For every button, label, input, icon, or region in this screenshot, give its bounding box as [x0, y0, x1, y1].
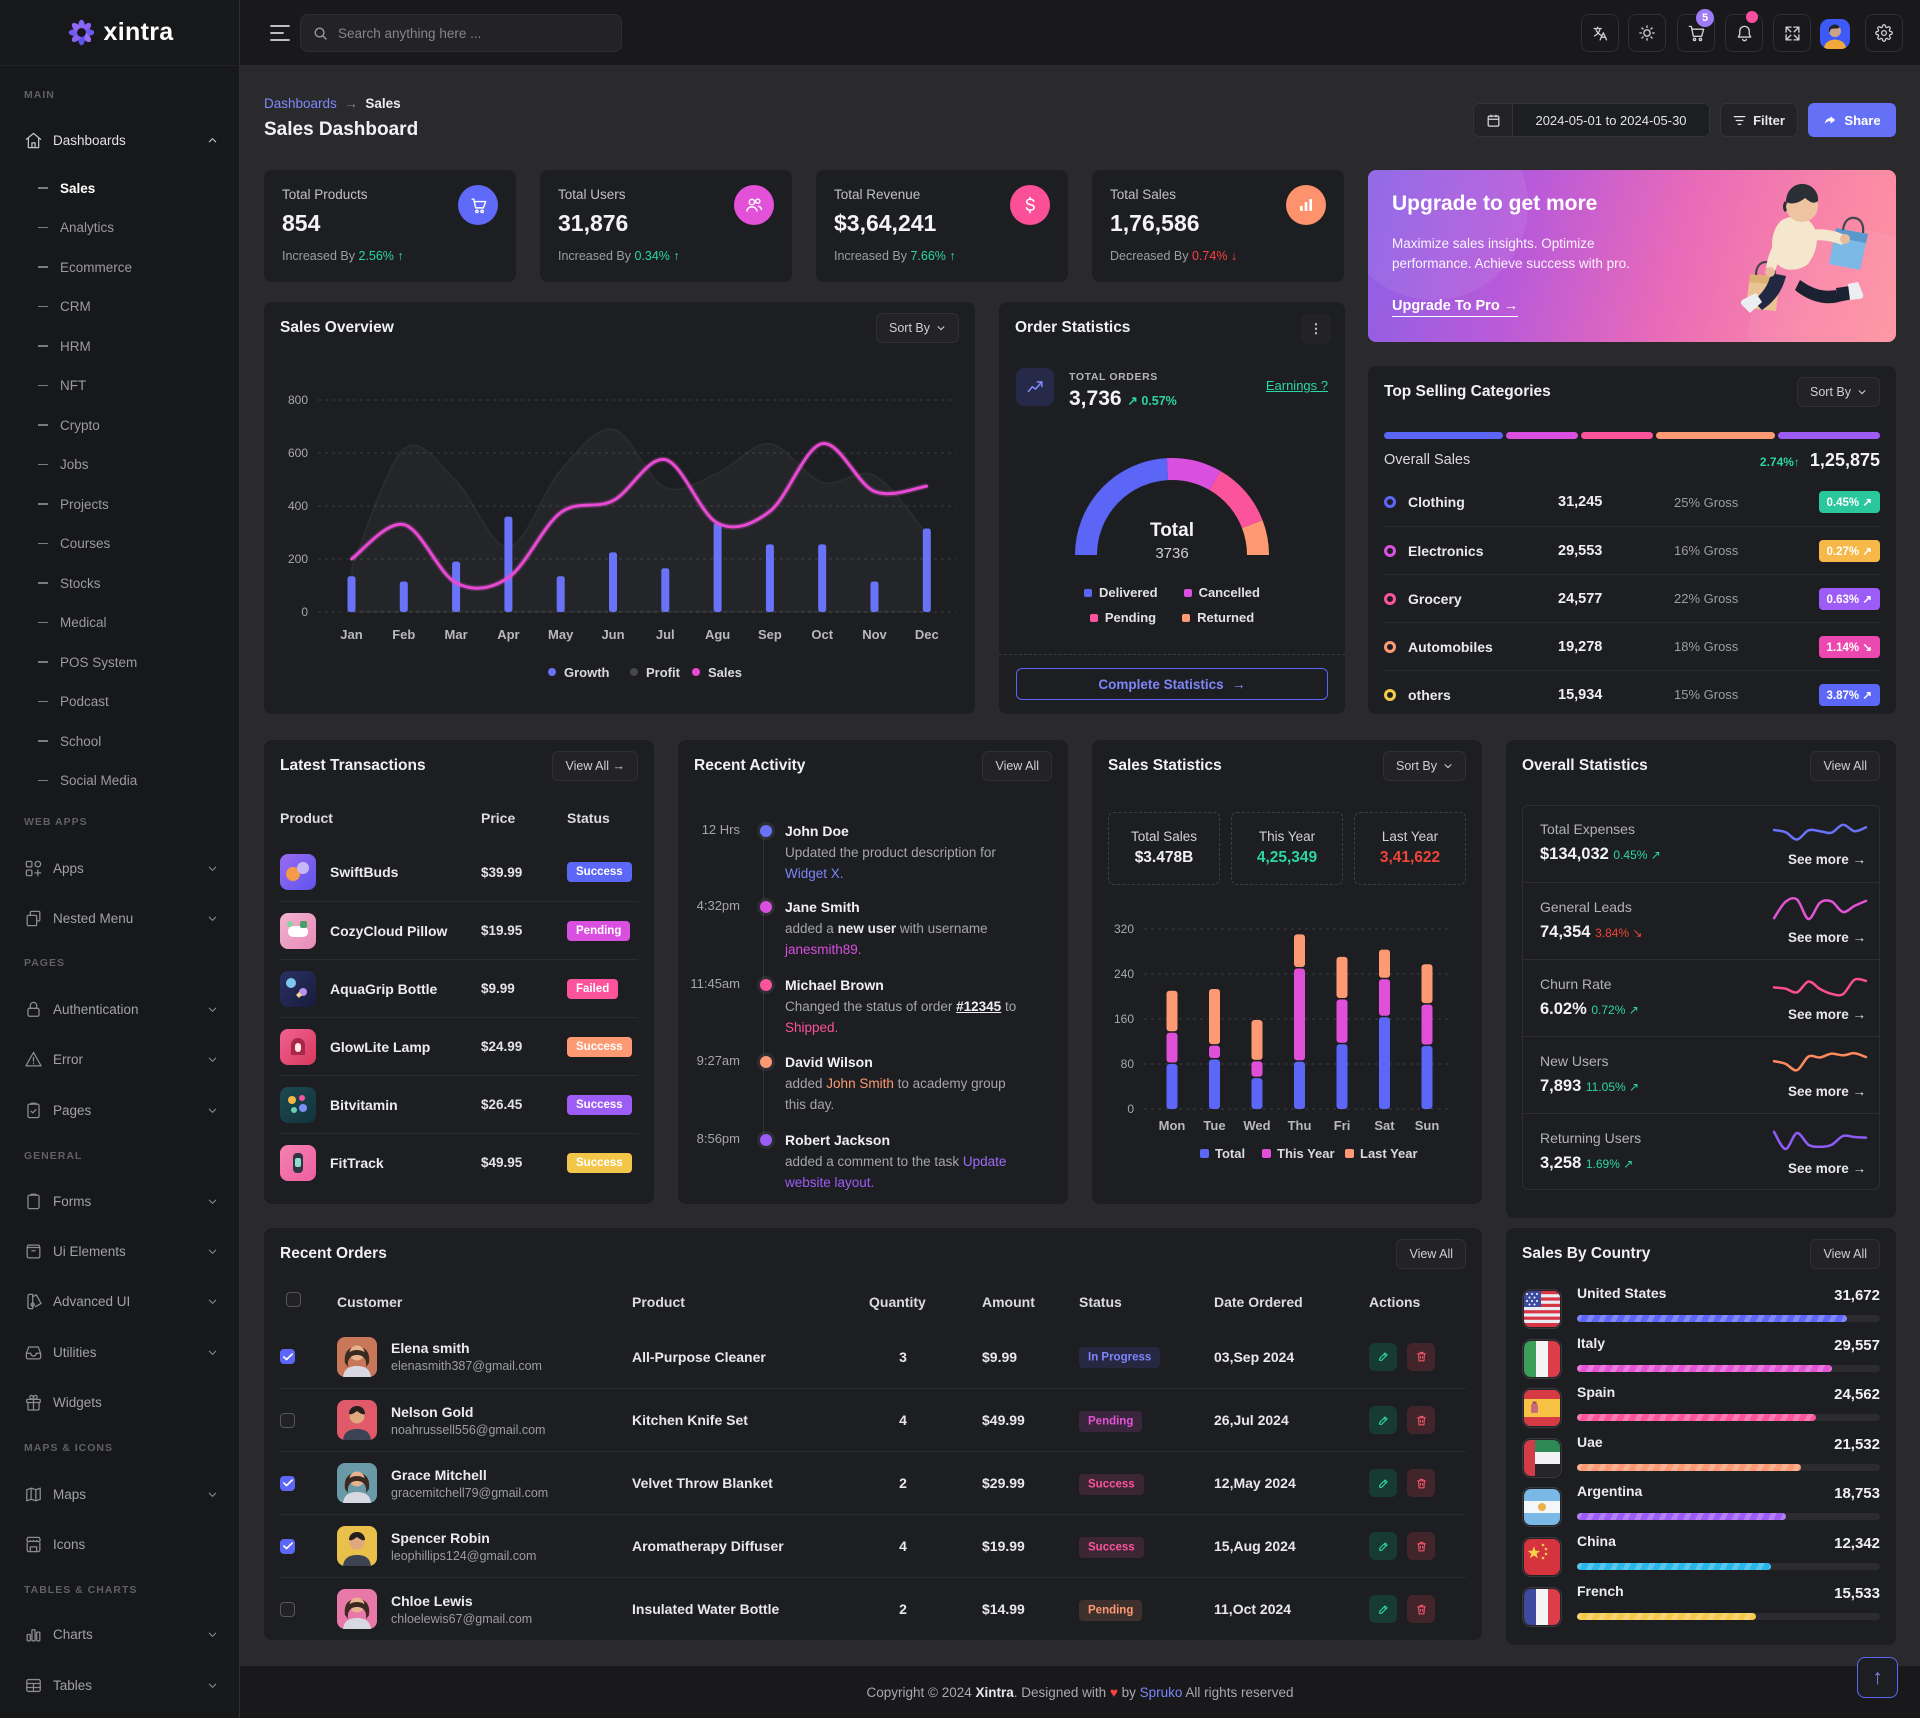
svg-text:80: 80 — [1121, 1057, 1135, 1071]
svg-text:Profit: Profit — [646, 665, 681, 680]
svg-text:Mon: Mon — [1159, 1118, 1186, 1133]
svg-text:Feb: Feb — [392, 627, 415, 642]
svg-text:May: May — [548, 627, 574, 642]
svg-text:Jul: Jul — [656, 627, 675, 642]
svg-text:Total: Total — [1215, 1146, 1245, 1161]
svg-text:240: 240 — [1114, 967, 1134, 981]
svg-text:Sales: Sales — [708, 665, 742, 680]
svg-text:320: 320 — [1114, 922, 1134, 936]
svg-text:Jan: Jan — [340, 627, 362, 642]
svg-text:400: 400 — [288, 499, 308, 513]
svg-text:Dec: Dec — [915, 627, 939, 642]
svg-text:Apr: Apr — [497, 627, 519, 642]
svg-text:Fri: Fri — [1334, 1118, 1351, 1133]
svg-text:Sat: Sat — [1374, 1118, 1395, 1133]
svg-text:160: 160 — [1114, 1012, 1134, 1026]
svg-text:Sun: Sun — [1415, 1118, 1440, 1133]
svg-text:Nov: Nov — [862, 627, 887, 642]
svg-text:This Year: This Year — [1277, 1146, 1335, 1161]
svg-text:Agu: Agu — [705, 627, 730, 642]
svg-text:200: 200 — [288, 552, 308, 566]
svg-text:Growth: Growth — [564, 665, 610, 680]
svg-text:600: 600 — [288, 446, 308, 460]
svg-text:Jun: Jun — [601, 627, 624, 642]
svg-text:Thu: Thu — [1288, 1118, 1312, 1133]
svg-text:Sep: Sep — [758, 627, 782, 642]
svg-text:Last Year: Last Year — [1360, 1146, 1418, 1161]
svg-text:Oct: Oct — [811, 627, 833, 642]
svg-text:0: 0 — [301, 605, 308, 619]
svg-text:800: 800 — [288, 393, 308, 407]
svg-text:Wed: Wed — [1243, 1118, 1270, 1133]
svg-text:0: 0 — [1127, 1102, 1134, 1116]
svg-text:Mar: Mar — [445, 627, 468, 642]
svg-text:Tue: Tue — [1203, 1118, 1225, 1133]
